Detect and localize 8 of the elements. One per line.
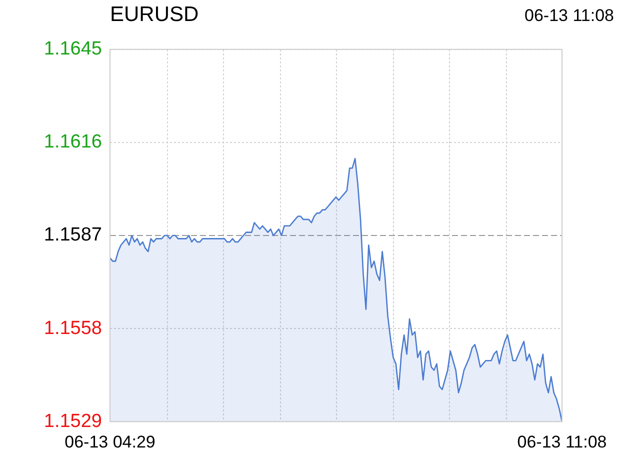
chart-title: EURUSD [110, 3, 199, 27]
x-tick-label: 06-13 04:29 [64, 432, 156, 452]
y-tick-label: 1.1587 [44, 224, 102, 246]
y-tick-label: 1.1558 [44, 318, 102, 339]
y-tick-label: 1.1616 [44, 132, 102, 153]
y-tick-label: 1.1645 [44, 38, 102, 60]
chart-subtitle: 06-13 11:08 [524, 6, 614, 26]
y-tick-label: 1.1529 [44, 410, 102, 432]
